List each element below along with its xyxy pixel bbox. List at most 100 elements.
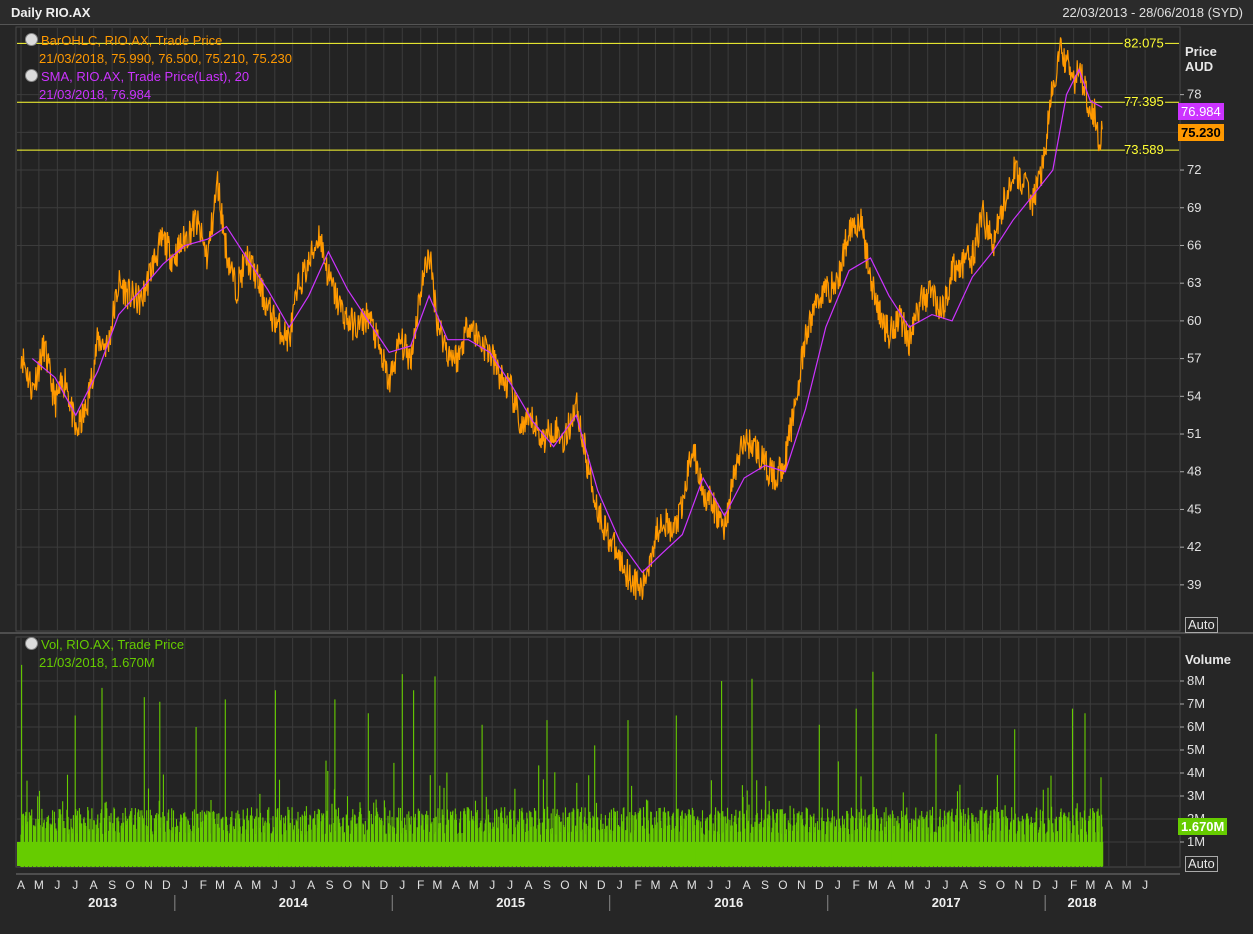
price-tick-label: 66 <box>1187 237 1201 252</box>
volume-tick-label: 1M <box>1187 834 1205 849</box>
month-label: N <box>144 878 153 892</box>
price-tick-label: 42 <box>1187 539 1201 554</box>
month-label: A <box>90 878 98 892</box>
price-tick-label: 57 <box>1187 351 1201 366</box>
month-label: J <box>943 878 949 892</box>
year-label: 2017 <box>932 895 961 910</box>
month-label: J <box>1052 878 1058 892</box>
month-label: M <box>215 878 225 892</box>
price-axis-ticks: 39 42 45 48 51 54 57 60 63 66 69 72 78 <box>1180 87 1201 592</box>
legend-sma-name: SMA, RIO.AX, Trade Price(Last), 20 <box>25 68 249 86</box>
month-label: N <box>797 878 806 892</box>
month-label: J <box>925 878 931 892</box>
legend-ohlc[interactable]: BarOHLC, RIO.AX, Trade Price 21/03/2018,… <box>25 32 292 68</box>
price-tick-label: 48 <box>1187 464 1201 479</box>
price-tick-label: 63 <box>1187 275 1201 290</box>
month-label: J <box>272 878 278 892</box>
legend-volume-values: 21/03/2018, 1.670M <box>39 655 155 670</box>
legend-ohlc-values: 21/03/2018, 75.990, 76.500, 75.210, 75.2… <box>39 51 293 66</box>
year-label: 2018 <box>1068 895 1097 910</box>
month-label: O <box>343 878 352 892</box>
month-label: A <box>887 878 895 892</box>
year-label: 2016 <box>714 895 743 910</box>
volume-tick-label: 3M <box>1187 788 1205 803</box>
month-label: F <box>634 878 641 892</box>
legend-ohlc-name: BarOHLC, RIO.AX, Trade Price <box>25 32 292 50</box>
month-label: M <box>1085 878 1095 892</box>
month-label: D <box>162 878 171 892</box>
volume-axis-ticks: 1M2M3M4M5M6M7M8M <box>1180 673 1205 849</box>
month-label: J <box>707 878 713 892</box>
legend-sma[interactable]: SMA, RIO.AX, Trade Price(Last), 20 21/03… <box>25 68 249 104</box>
price-tick-label: 45 <box>1187 501 1201 516</box>
month-label: S <box>108 878 116 892</box>
legend-toggle-icon[interactable] <box>25 33 38 46</box>
month-label: J <box>835 878 841 892</box>
month-label: M <box>469 878 479 892</box>
month-label: A <box>1105 878 1113 892</box>
month-label: F <box>853 878 860 892</box>
month-label: A <box>17 878 25 892</box>
month-label: J <box>72 878 78 892</box>
month-label: D <box>815 878 824 892</box>
legend-volume-name: Vol, RIO.AX, Trade Price <box>25 636 184 654</box>
month-label: A <box>743 878 751 892</box>
legend-volume[interactable]: Vol, RIO.AX, Trade Price 21/03/2018, 1.6… <box>25 636 184 672</box>
month-label: A <box>234 878 242 892</box>
volume-auto-scale-button[interactable]: Auto <box>1185 856 1218 872</box>
volume-tick-label: 4M <box>1187 765 1205 780</box>
price-panel <box>15 26 1181 632</box>
month-label: M <box>1122 878 1132 892</box>
price-tick-label: 54 <box>1187 388 1201 403</box>
year-label: 2015 <box>496 895 525 910</box>
price-series[interactable] <box>20 37 1103 600</box>
volume-tick-label: 6M <box>1187 719 1205 734</box>
price-axis-title: Price AUD <box>1185 44 1217 74</box>
reference-line-label: 77.395 <box>1124 94 1164 109</box>
month-label: M <box>868 878 878 892</box>
month-label: J <box>1142 878 1148 892</box>
month-label: M <box>34 878 44 892</box>
month-label: M <box>687 878 697 892</box>
month-label: S <box>978 878 986 892</box>
reference-lines[interactable]: 82.075 77.395 73.589 <box>17 33 1179 159</box>
price-tick-label: 72 <box>1187 162 1201 177</box>
price-tick-label: 51 <box>1187 426 1201 441</box>
month-label: J <box>507 878 513 892</box>
month-label: O <box>996 878 1005 892</box>
date-range: 22/03/2013 - 28/06/2018 (SYD) <box>1062 5 1243 20</box>
sma-value-tag: 76.984 <box>1178 103 1224 120</box>
month-label: M <box>251 878 261 892</box>
month-label: O <box>125 878 134 892</box>
volume-bars <box>17 664 1104 867</box>
month-label: D <box>379 878 388 892</box>
month-label: J <box>54 878 60 892</box>
year-label: 2013 <box>88 895 117 910</box>
volume-tick-label: 8M <box>1187 673 1205 688</box>
legend-toggle-icon[interactable] <box>25 637 38 650</box>
year-label: 2014 <box>279 895 309 910</box>
month-label: N <box>579 878 588 892</box>
month-label: F <box>417 878 424 892</box>
title-bar: Daily RIO.AX 22/03/2013 - 28/06/2018 (SY… <box>0 0 1253 25</box>
month-label: M <box>650 878 660 892</box>
month-label: J <box>725 878 731 892</box>
volume-tick-label: 5M <box>1187 742 1205 757</box>
month-label: A <box>452 878 460 892</box>
chart-frame <box>0 26 1253 875</box>
price-tick-label: 78 <box>1187 87 1201 102</box>
volume-tick-label: 7M <box>1187 696 1205 711</box>
reference-line-label: 73.589 <box>1124 142 1164 157</box>
price-auto-scale-button[interactable]: Auto <box>1185 617 1218 633</box>
month-label: N <box>1014 878 1023 892</box>
month-label: A <box>670 878 678 892</box>
legend-toggle-icon[interactable] <box>25 69 38 82</box>
month-label: J <box>399 878 405 892</box>
month-label: O <box>560 878 569 892</box>
last-price-tag: 75.230 <box>1178 124 1224 141</box>
month-label: D <box>597 878 606 892</box>
month-label: M <box>432 878 442 892</box>
month-label: A <box>525 878 533 892</box>
